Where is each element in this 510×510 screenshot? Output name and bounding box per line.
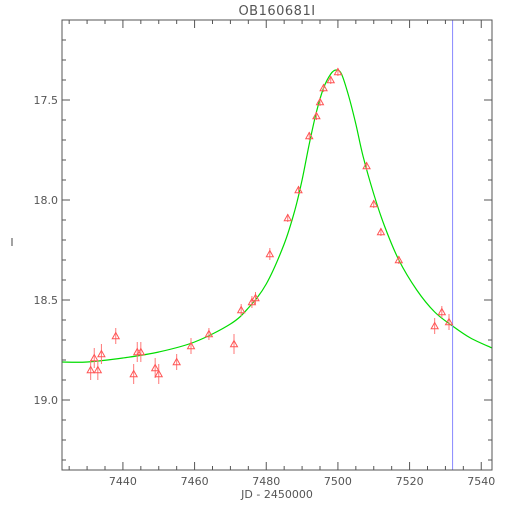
x-tick-label: 7500 xyxy=(324,475,352,488)
data-point xyxy=(93,360,103,380)
triangle-marker xyxy=(204,329,214,338)
data-point xyxy=(394,255,404,264)
data-point xyxy=(283,213,293,222)
data-point xyxy=(437,306,447,318)
x-axis-ticks: 7440 7460 7480 7500 7520 7540 xyxy=(68,20,495,488)
triangle-marker xyxy=(247,297,257,306)
data-point xyxy=(251,292,260,304)
triangle-marker xyxy=(294,185,303,194)
data-point xyxy=(97,344,106,364)
data-point xyxy=(315,97,325,106)
triangle-marker xyxy=(93,365,103,374)
triangle-marker xyxy=(129,369,139,378)
triangle-marker xyxy=(319,83,328,92)
triangle-marker xyxy=(304,131,314,140)
data-point xyxy=(89,348,99,368)
y-axis-label: I xyxy=(10,236,13,249)
data-point xyxy=(362,161,371,170)
data-point xyxy=(304,131,314,140)
chart-title: OB160681I xyxy=(238,4,315,19)
triangle-marker xyxy=(430,321,440,330)
model-curve-layer xyxy=(61,69,493,363)
triangle-marker xyxy=(265,249,275,258)
y-tick-label: 18.0 xyxy=(34,194,59,207)
triangle-marker xyxy=(326,75,336,84)
data-point xyxy=(186,338,196,354)
x-tick-label: 7440 xyxy=(109,475,137,488)
y-tick-label: 17.5 xyxy=(34,94,59,107)
x-tick-label: 7480 xyxy=(252,475,280,488)
data-point xyxy=(319,83,328,92)
triangle-marker xyxy=(251,293,260,302)
data-points-layer xyxy=(86,67,454,384)
data-point xyxy=(444,314,454,330)
data-point xyxy=(430,318,440,334)
triangle-marker xyxy=(89,353,99,362)
data-point xyxy=(172,354,182,370)
data-point xyxy=(154,364,164,384)
data-point xyxy=(86,360,96,380)
triangle-marker xyxy=(111,331,121,340)
triangle-marker xyxy=(312,111,321,120)
triangle-marker xyxy=(186,341,196,350)
triangle-marker xyxy=(333,67,343,76)
data-point xyxy=(111,328,121,344)
triangle-marker xyxy=(154,369,164,378)
plot-frame xyxy=(61,19,493,471)
x-axis-label: JD - 2450000 xyxy=(240,488,313,501)
data-point xyxy=(265,248,275,260)
triangle-marker xyxy=(394,255,404,264)
data-point xyxy=(236,304,246,316)
data-point xyxy=(129,364,139,384)
data-point xyxy=(312,111,321,120)
triangle-marker xyxy=(315,97,325,106)
y-tick-label: 19.0 xyxy=(34,394,59,407)
data-point xyxy=(247,296,257,308)
x-tick-label: 7460 xyxy=(181,475,209,488)
triangle-marker xyxy=(136,347,146,356)
triangle-marker xyxy=(283,213,293,222)
triangle-marker xyxy=(376,227,386,236)
triangle-marker xyxy=(362,161,371,170)
triangle-marker xyxy=(229,339,239,348)
model-curve xyxy=(61,69,493,363)
data-point xyxy=(369,199,379,208)
data-point xyxy=(333,67,343,76)
y-tick-label: 18.5 xyxy=(34,294,59,307)
data-point xyxy=(326,75,336,84)
data-point xyxy=(150,358,160,378)
data-point xyxy=(294,185,303,194)
data-point xyxy=(132,342,142,362)
triangle-marker xyxy=(86,365,96,374)
x-tick-label: 7520 xyxy=(396,475,424,488)
triangle-marker xyxy=(437,307,447,316)
triangle-marker xyxy=(172,357,182,366)
triangle-marker xyxy=(150,363,160,372)
triangle-marker xyxy=(236,305,246,314)
x-tick-label: 7540 xyxy=(467,475,495,488)
data-point xyxy=(229,334,239,354)
triangle-marker xyxy=(97,349,106,358)
data-point xyxy=(136,342,146,362)
triangle-marker xyxy=(444,317,454,326)
y-axis-ticks: 17.5 18.0 18.5 19.0 xyxy=(34,19,492,461)
data-point xyxy=(376,227,386,236)
triangle-marker xyxy=(369,199,379,208)
data-point xyxy=(204,328,214,340)
